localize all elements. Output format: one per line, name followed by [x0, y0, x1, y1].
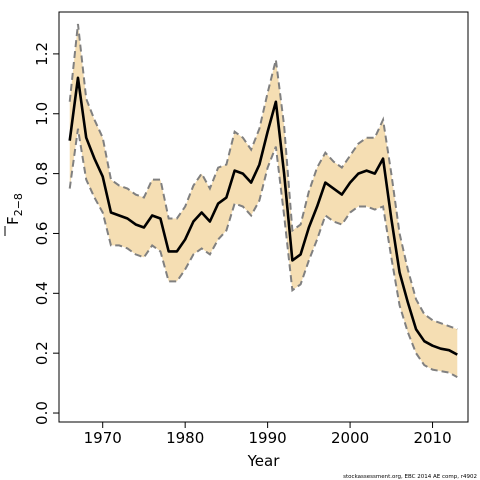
y-axis-title: F2−8 — [4, 193, 25, 236]
y-axis-title-main: F — [4, 216, 22, 225]
footer-credit: stockassessment.org, EBC 2014 AE comp, r… — [343, 474, 477, 480]
y-tick-label: 0.8 — [33, 162, 51, 186]
plot-frame — [58, 11, 469, 423]
confidence-band — [69, 23, 458, 378]
estimate-line-layer — [68, 76, 458, 356]
y-axis-title-subscript: 2−8 — [12, 193, 25, 216]
y-tick-label: 0.2 — [33, 341, 51, 365]
x-tick-label: 2010 — [413, 429, 451, 447]
y-axis: 0.0 0.2 0.4 0.6 0.8 1.0 1.2 — [33, 42, 59, 425]
x-tick-label: 2000 — [331, 429, 369, 447]
x-axis: 1970 1980 1990 2000 2010 — [84, 422, 452, 447]
y-tick-label: 0.4 — [33, 281, 51, 305]
confidence-bounds-layer — [68, 23, 458, 378]
x-axis-title: Year — [247, 452, 281, 470]
y-tick-label: 0.6 — [33, 222, 51, 246]
x-tick-label: 1990 — [249, 429, 287, 447]
y-axis-title-text: F2−8 — [4, 193, 25, 225]
y-tick-label: 1.2 — [33, 42, 51, 66]
y-tick-label: 1.0 — [33, 102, 51, 126]
y-tick-label: 0.0 — [33, 401, 51, 425]
confidence-band-layer — [69, 23, 458, 378]
x-tick-label: 1970 — [84, 429, 122, 447]
estimate-line — [68, 76, 458, 356]
x-tick-label: 1980 — [166, 429, 204, 447]
upper-bound-line — [68, 23, 458, 331]
